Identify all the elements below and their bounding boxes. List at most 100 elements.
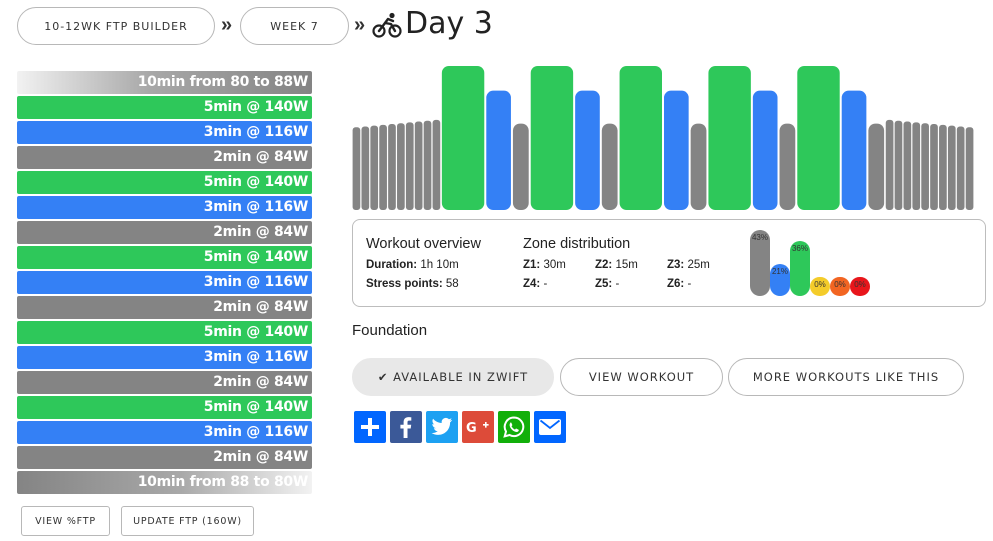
duration-value: 1h 10m [420,259,459,271]
interval-row: 2min @ 84W [17,221,312,244]
chart-bar [388,124,396,210]
zone-bar: 0% [810,277,830,296]
zone-bar-label: 0% [814,280,826,289]
interval-row: 2min @ 84W [17,146,312,169]
share-facebook-button[interactable] [390,411,422,443]
chart-bar [708,66,751,210]
chart-bar [841,90,867,210]
chart-bar [885,119,894,210]
chart-bar [903,121,912,210]
chart-bar [894,120,903,210]
facebook-icon [400,417,412,438]
chart-bar [956,126,965,210]
email-icon [539,419,561,435]
chart-bar [797,66,840,210]
chart-bar [921,123,929,210]
overview-heading: Workout overview [366,236,481,252]
zone-bar-label: 0% [854,280,866,289]
chart-bar [690,123,707,210]
interval-row: 5min @ 140W [17,96,312,119]
view-ftp-button[interactable]: VIEW %FTP [21,506,110,536]
share-plus-button[interactable] [354,411,386,443]
share-whatsapp-button[interactable] [498,411,530,443]
svg-text:G: G [466,421,477,435]
interval-row: 2min @ 84W [17,371,312,394]
zone-z2: Z2: 15m [595,259,638,271]
zone-z4: Z4: - [523,278,548,290]
more-workouts-button[interactable]: MORE WORKOUTS LIKE THIS [728,358,964,396]
chart-bar [486,90,511,210]
chart-bar [601,123,618,210]
zone-bar-label: 43% [751,233,768,242]
zone-heading: Zone distribution [523,236,631,252]
zone-bar: 21% [770,263,790,296]
chart-bar [912,122,921,210]
zone-z3: Z3: 25m [667,259,710,271]
share-email-button[interactable] [534,411,566,443]
zone-bar: 0% [850,277,870,296]
interval-row: 5min @ 140W [17,396,312,419]
chart-bar [868,123,885,210]
chart-bar [575,90,600,210]
chart-bar [361,126,370,210]
duration-line: Duration: 1h 10m [366,259,459,271]
workout-overview-panel: Workout overview Duration: 1h 10m Stress… [352,219,986,307]
chart-bar [405,122,414,210]
chart-bar [370,125,379,210]
chart-bar [930,124,938,210]
page-title: Day 3 [405,6,493,41]
week-button[interactable]: WEEK 7 [240,7,349,45]
interval-row: 5min @ 140W [17,321,312,344]
zone-bar-label: 21% [771,266,788,276]
zone-z1: Z1: 30m [523,259,566,271]
interval-row: 2min @ 84W [17,446,312,469]
chart-bar [512,123,529,210]
google-plus-icon: G [466,421,489,435]
zone-distribution-chart: 43% 21% 36% 0% 0% 0% [750,230,875,296]
breadcrumb-separator: » [354,14,366,36]
interval-row: 2min @ 84W [17,296,312,319]
interval-row: 10min from 88 to 80W [17,471,312,494]
zone-z5: Z5: - [595,278,620,290]
breadcrumb-separator: » [221,14,233,36]
chart-bar [965,127,974,210]
stress-line: Stress points: 58 [366,278,459,290]
plus-icon [361,418,379,436]
whatsapp-icon [503,416,525,438]
chart-bar [397,123,405,210]
interval-row: 3min @ 116W [17,346,312,369]
chart-bar [423,120,432,210]
chart-bar [752,90,778,210]
chart-bar [947,125,956,210]
workout-chart [352,66,974,210]
interval-row: 3min @ 116W [17,121,312,144]
zone-bar-label: 36% [791,243,808,253]
zone-z6: Z6: - [667,278,692,290]
chart-bar [441,66,485,210]
share-twitter-button[interactable] [426,411,458,443]
plan-button[interactable]: 10-12WK FTP BUILDER [17,7,215,45]
interval-row: 3min @ 116W [17,421,312,444]
chart-bar [352,127,361,210]
stress-value: 58 [445,278,459,290]
duration-label: Duration: [366,259,418,271]
cyclist-icon [372,12,402,38]
interval-list: 10min from 80 to 88W 5min @ 140W 3min @ 11… [17,71,312,496]
chart-bar [414,121,423,210]
chart-bar [939,124,947,210]
zone-bar: 43% [750,230,770,296]
interval-row: 3min @ 116W [17,271,312,294]
interval-row: 5min @ 140W [17,246,312,269]
chart-bar [432,119,441,210]
zone-bar: 36% [790,240,810,296]
stress-label: Stress points: [366,278,443,290]
view-workout-button[interactable]: VIEW WORKOUT [560,358,723,396]
chart-bar [619,66,662,210]
share-google-plus-button[interactable]: G [462,411,494,443]
workout-category: Foundation [352,322,428,339]
chart-bar [664,90,689,210]
interval-row: 10min from 80 to 88W [17,71,312,94]
interval-row: 5min @ 140W [17,171,312,194]
available-in-zwift-button[interactable]: ✔ AVAILABLE IN ZWIFT [352,358,554,396]
update-ftp-button[interactable]: UPDATE FTP (160W) [121,506,254,536]
